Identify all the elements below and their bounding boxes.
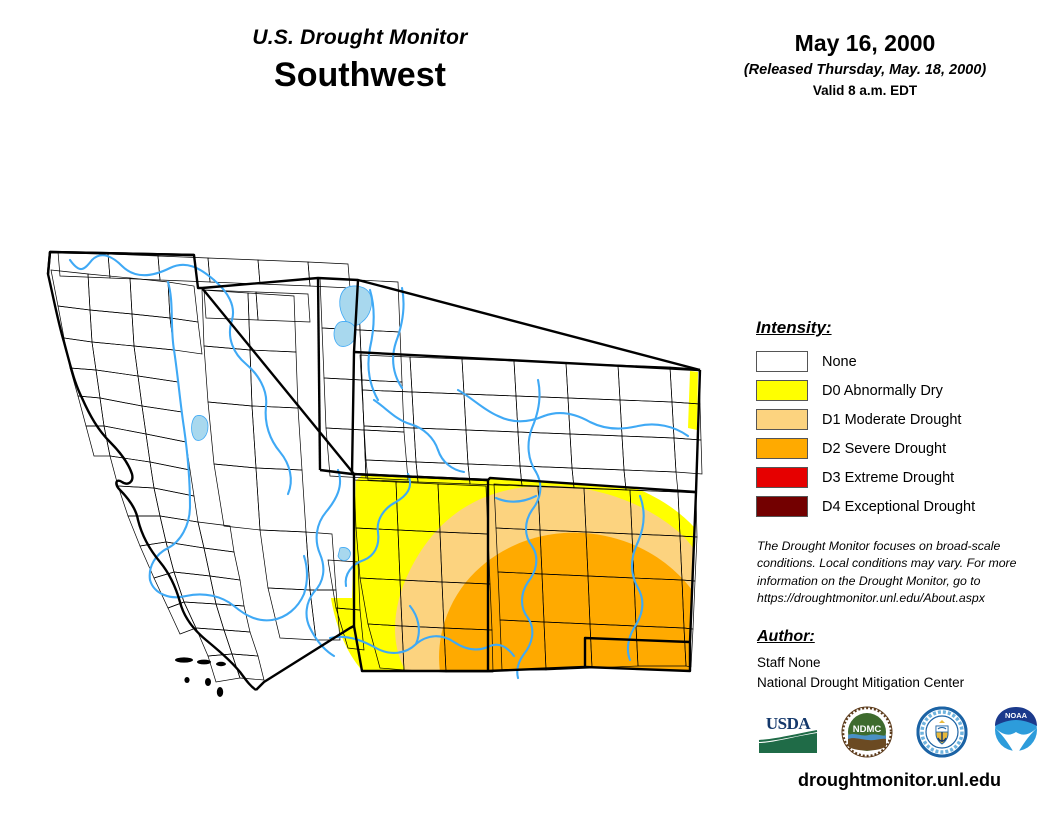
author-name: Staff None: [757, 655, 821, 670]
release-date: (Released Thursday, May. 18, 2000): [743, 61, 987, 78]
lakes-layer: [191, 285, 372, 561]
legend-swatch-none: [756, 351, 808, 372]
legend-label-d3: D3 Extreme Drought: [822, 469, 955, 486]
legend-item-d3[interactable]: D3 Extreme Drought: [756, 463, 1046, 492]
map-date: May 16, 2000: [794, 30, 936, 56]
state-boundaries: [46, 250, 702, 691]
legend-swatch-d3: [756, 467, 808, 488]
legend-label-d4: D4 Exceptional Drought: [822, 498, 976, 515]
usda-logo[interactable]: USDA: [757, 709, 819, 755]
legend-swatch-d2: [756, 438, 808, 459]
drought-area-d2: [439, 532, 696, 671]
footer-url[interactable]: droughtmonitor.unl.edu: [798, 770, 1001, 790]
legend-label-none: None: [822, 353, 857, 370]
logo-row: USDA NDMC NOAA: [757, 703, 1042, 761]
ndmc-logo[interactable]: NDMC: [841, 706, 893, 758]
disclaimer-text: The Drought Monitor focuses on broad-sca…: [757, 539, 1017, 606]
legend-swatch-d1: [756, 409, 808, 430]
legend-item-d2[interactable]: D2 Severe Drought: [756, 434, 1046, 463]
header-title-block: U.S. Drought Monitor Southwest: [150, 26, 570, 97]
legend-label-d1: D1 Moderate Drought: [822, 411, 962, 428]
svg-text:NDMC: NDMC: [853, 724, 882, 735]
drought-map[interactable]: [18, 230, 748, 710]
channel-islands: [175, 657, 226, 697]
legend-label-d0: D0 Abnormally Dry: [822, 382, 943, 399]
page-title-region: Southwest: [274, 56, 446, 95]
legend-item-d0[interactable]: D0 Abnormally Dry: [756, 376, 1046, 405]
legend-heading: Intensity:: [756, 318, 832, 337]
svg-text:USDA: USDA: [766, 714, 812, 733]
legend-item-none[interactable]: None: [756, 347, 1046, 376]
legend-swatch-d0: [756, 380, 808, 401]
author-block: Author: Staff None National Drought Miti…: [757, 628, 1037, 692]
rivers-layer: [68, 254, 690, 680]
legend-panel: Intensity: None D0 Abnormally Dry D1 Mod…: [756, 318, 1046, 521]
legend-item-d1[interactable]: D1 Moderate Drought: [756, 405, 1046, 434]
noaa-logo[interactable]: NOAA: [990, 706, 1042, 758]
author-heading: Author:: [757, 628, 815, 645]
drought-area-d0-colorado-corner: [688, 371, 698, 430]
svg-text:NOAA: NOAA: [1005, 711, 1028, 720]
page-title-primary: U.S. Drought Monitor: [252, 26, 468, 49]
legend-item-d4[interactable]: D4 Exceptional Drought: [756, 492, 1046, 521]
author-organization: National Drought Mitigation Center: [757, 674, 965, 690]
usdc-seal-logo[interactable]: [916, 706, 968, 758]
legend-label-d2: D2 Severe Drought: [822, 440, 947, 457]
legend-swatch-d4: [756, 496, 808, 517]
header-date-block: May 16, 2000 (Released Thursday, May. 18…: [700, 30, 1030, 99]
valid-time: Valid 8 a.m. EDT: [812, 82, 918, 98]
